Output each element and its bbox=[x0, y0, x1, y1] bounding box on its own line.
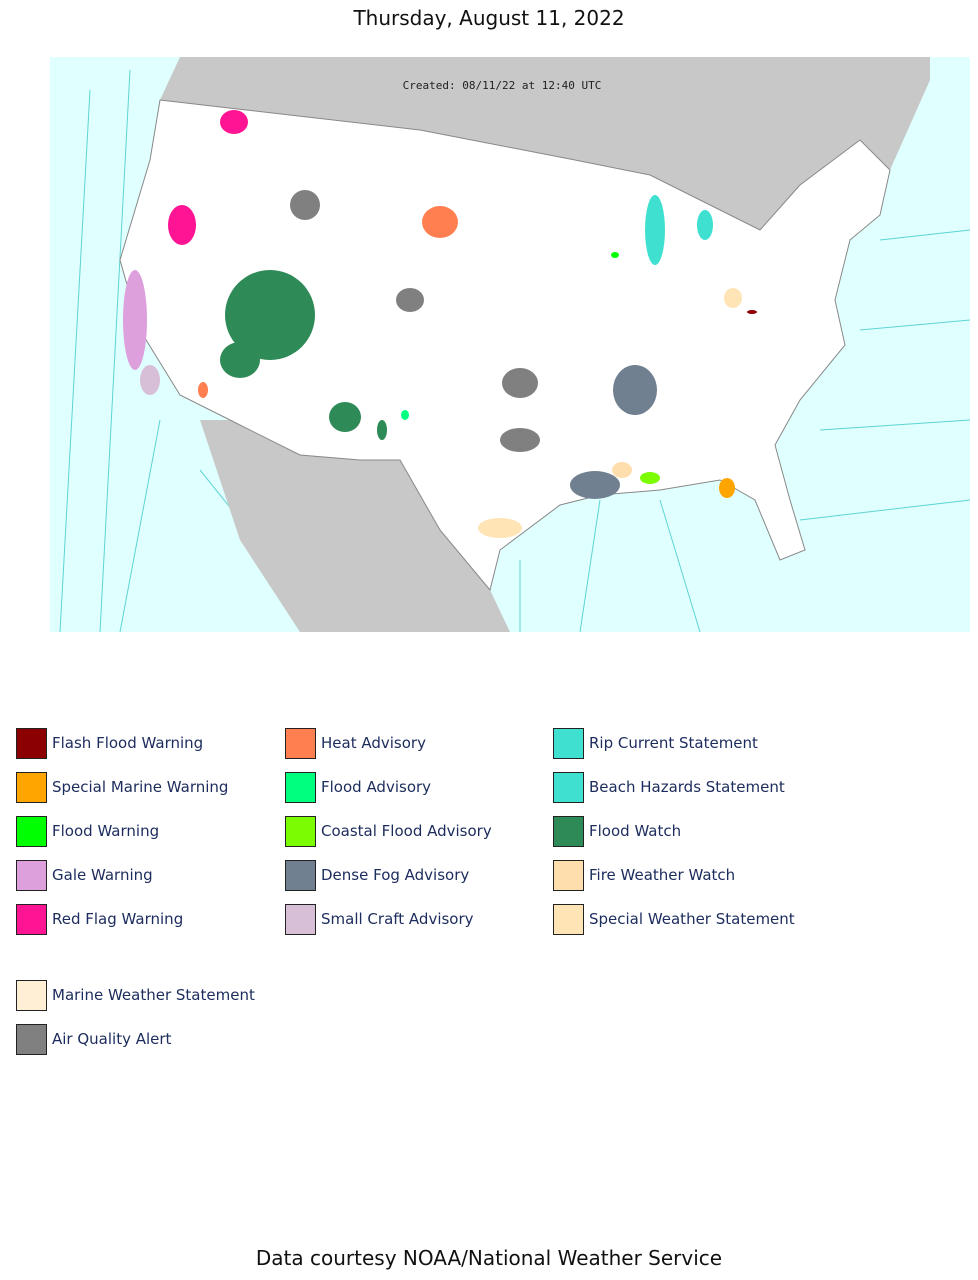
legend-item: Flood Advisory bbox=[285, 770, 431, 804]
legend-label: Air Quality Alert bbox=[52, 1030, 172, 1048]
legend-item: Special Marine Warning bbox=[16, 770, 228, 804]
alert-area bbox=[719, 478, 735, 498]
legend-label: Flood Warning bbox=[52, 822, 160, 840]
legend-swatch bbox=[16, 979, 47, 1011]
legend-label: Coastal Flood Advisory bbox=[321, 822, 492, 840]
alert-area bbox=[401, 410, 409, 420]
legend-swatch bbox=[285, 815, 316, 847]
legend-item: Gale Warning bbox=[16, 858, 153, 892]
legend-item: Heat Advisory bbox=[285, 726, 426, 760]
legend-item: Marine Weather Statement bbox=[16, 978, 255, 1012]
alert-area bbox=[570, 471, 620, 499]
legend-swatch bbox=[553, 771, 584, 803]
legend-item: Special Weather Statement bbox=[553, 902, 795, 936]
legend-label: Flood Advisory bbox=[321, 778, 432, 796]
legend-swatch bbox=[16, 859, 47, 891]
legend-label: Small Craft Advisory bbox=[321, 910, 474, 928]
legend-item: Air Quality Alert bbox=[16, 1022, 171, 1056]
legend-item: Coastal Flood Advisory bbox=[285, 814, 492, 848]
legend-label: Heat Advisory bbox=[321, 734, 426, 752]
alert-area bbox=[613, 365, 657, 415]
legend-label: Marine Weather Statement bbox=[52, 986, 255, 1004]
legend-swatch bbox=[16, 903, 47, 935]
mexico bbox=[200, 420, 510, 632]
legend-label: Special Marine Warning bbox=[52, 778, 229, 796]
legend-item: Flood Watch bbox=[553, 814, 681, 848]
alert-area bbox=[478, 518, 522, 538]
legend-label: Rip Current Statement bbox=[589, 734, 758, 752]
legend-label: Fire Weather Watch bbox=[589, 866, 736, 884]
alert-area bbox=[640, 472, 660, 484]
footer-credit: Data courtesy NOAA/National Weather Serv… bbox=[255, 1246, 723, 1270]
legend-swatch bbox=[553, 859, 584, 891]
alert-area bbox=[225, 270, 315, 360]
legend-item: Red Flag Warning bbox=[16, 902, 183, 936]
legend-swatch bbox=[553, 815, 584, 847]
legend-swatch bbox=[16, 815, 47, 847]
marine-zones bbox=[59, 69, 970, 632]
legend-item: Small Craft Advisory bbox=[285, 902, 474, 936]
canada bbox=[160, 57, 930, 230]
legend-swatch bbox=[553, 903, 584, 935]
legend-swatch bbox=[285, 859, 316, 891]
alert-area bbox=[290, 190, 320, 220]
legend-swatch bbox=[553, 727, 584, 759]
legend-label: Flash Flood Warning bbox=[52, 734, 204, 752]
alert-area bbox=[198, 382, 208, 398]
legend-label: Dense Fog Advisory bbox=[321, 866, 470, 884]
legend-label: Red Flag Warning bbox=[52, 910, 184, 928]
legend-item: Flood Warning bbox=[16, 814, 159, 848]
alert-area bbox=[396, 288, 424, 312]
legend-swatch bbox=[16, 771, 47, 803]
alert-area bbox=[502, 368, 538, 398]
alert-area bbox=[123, 270, 147, 370]
alert-area bbox=[140, 365, 160, 395]
alert-area bbox=[697, 210, 713, 240]
created-stamp: Created: 08/11/22 at 12:40 UTC bbox=[403, 79, 602, 92]
alert-area bbox=[220, 342, 260, 378]
alert-area bbox=[645, 195, 665, 265]
page-title: Thursday, August 11, 2022 bbox=[353, 6, 625, 30]
legend-label: Flood Watch bbox=[589, 822, 682, 840]
alert-area bbox=[329, 402, 361, 432]
map: Created: 08/11/22 at 12:40 UTC bbox=[50, 57, 970, 632]
alert-area bbox=[220, 110, 248, 134]
legend-item: Rip Current Statement bbox=[553, 726, 758, 760]
legend-label: Gale Warning bbox=[52, 866, 153, 884]
legend-swatch bbox=[16, 727, 47, 759]
alert-areas bbox=[123, 110, 757, 538]
alert-area bbox=[168, 205, 196, 245]
alert-area bbox=[724, 288, 742, 308]
legend-label: Special Weather Statement bbox=[589, 910, 795, 928]
alert-area bbox=[612, 462, 632, 478]
legend-item: Beach Hazards Statement bbox=[553, 770, 785, 804]
legend-label: Beach Hazards Statement bbox=[589, 778, 785, 796]
alert-area bbox=[747, 310, 757, 314]
legend-swatch bbox=[16, 1023, 47, 1055]
legend-swatch bbox=[285, 903, 316, 935]
alert-area bbox=[422, 206, 458, 238]
alert-area bbox=[377, 420, 387, 440]
legend-swatch bbox=[285, 727, 316, 759]
alert-area bbox=[611, 252, 619, 258]
legend-swatch bbox=[285, 771, 316, 803]
legend-item: Fire Weather Watch bbox=[553, 858, 735, 892]
legend-item: Dense Fog Advisory bbox=[285, 858, 469, 892]
legend-item: Flash Flood Warning bbox=[16, 726, 203, 760]
alert-area bbox=[500, 428, 540, 452]
